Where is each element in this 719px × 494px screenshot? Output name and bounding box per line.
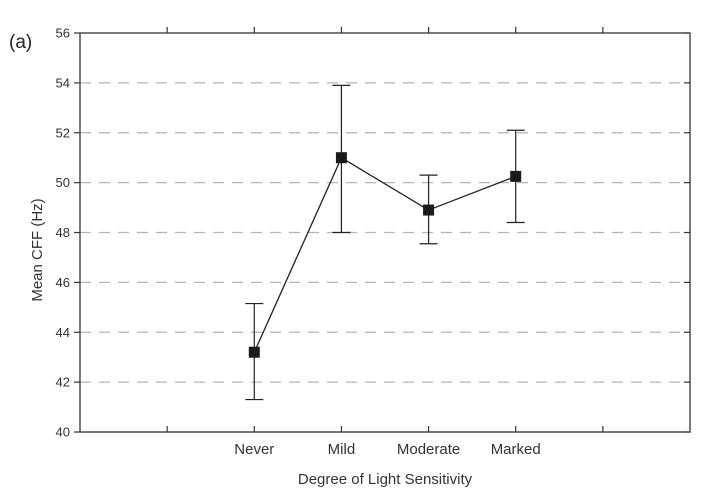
y-tick-label-42: 42 bbox=[56, 375, 70, 390]
y-axis-title: Mean CFF (Hz) bbox=[29, 198, 46, 301]
data-point-marked bbox=[510, 170, 522, 182]
y-tick-label-48: 48 bbox=[56, 225, 70, 240]
data-point-never bbox=[248, 346, 260, 358]
y-tick-label-50: 50 bbox=[56, 175, 70, 190]
series-line bbox=[253, 156, 516, 353]
x-axis-title: Degree of Light Sensitivity bbox=[298, 471, 473, 488]
data-point-moderate bbox=[423, 204, 435, 216]
gridlines bbox=[80, 82, 690, 383]
y-tick-label-44: 44 bbox=[56, 325, 70, 340]
y-tick-label-46: 46 bbox=[56, 275, 70, 290]
x-tick-label-never: Never bbox=[234, 441, 274, 458]
panel-label: (a) bbox=[9, 32, 32, 53]
x-tick-label-marked: Marked bbox=[491, 441, 541, 458]
y-tick-label-54: 54 bbox=[56, 75, 70, 90]
x-tick-label-moderate: Moderate bbox=[397, 441, 460, 458]
axes: 40 42 44 46 48 50 52 54 56 Never Mild Moderate Marke… bbox=[56, 26, 691, 458]
data-point-mild bbox=[335, 152, 347, 164]
series bbox=[245, 84, 525, 401]
y-tick-label-40: 40 bbox=[56, 425, 70, 440]
y-tick-label-52: 52 bbox=[56, 125, 70, 140]
x-tick-label-mild: Mild bbox=[328, 441, 356, 458]
y-tick-label-56: 56 bbox=[56, 26, 70, 41]
